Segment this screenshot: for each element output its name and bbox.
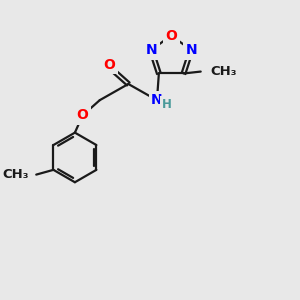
Text: CH₃: CH₃ [210,65,237,78]
Text: CH₃: CH₃ [2,168,28,181]
Text: N: N [151,93,163,107]
Text: O: O [165,28,177,43]
Text: O: O [76,109,88,122]
Text: O: O [103,58,115,72]
Text: N: N [146,43,157,57]
Text: H: H [162,98,171,110]
Text: N: N [185,43,197,57]
